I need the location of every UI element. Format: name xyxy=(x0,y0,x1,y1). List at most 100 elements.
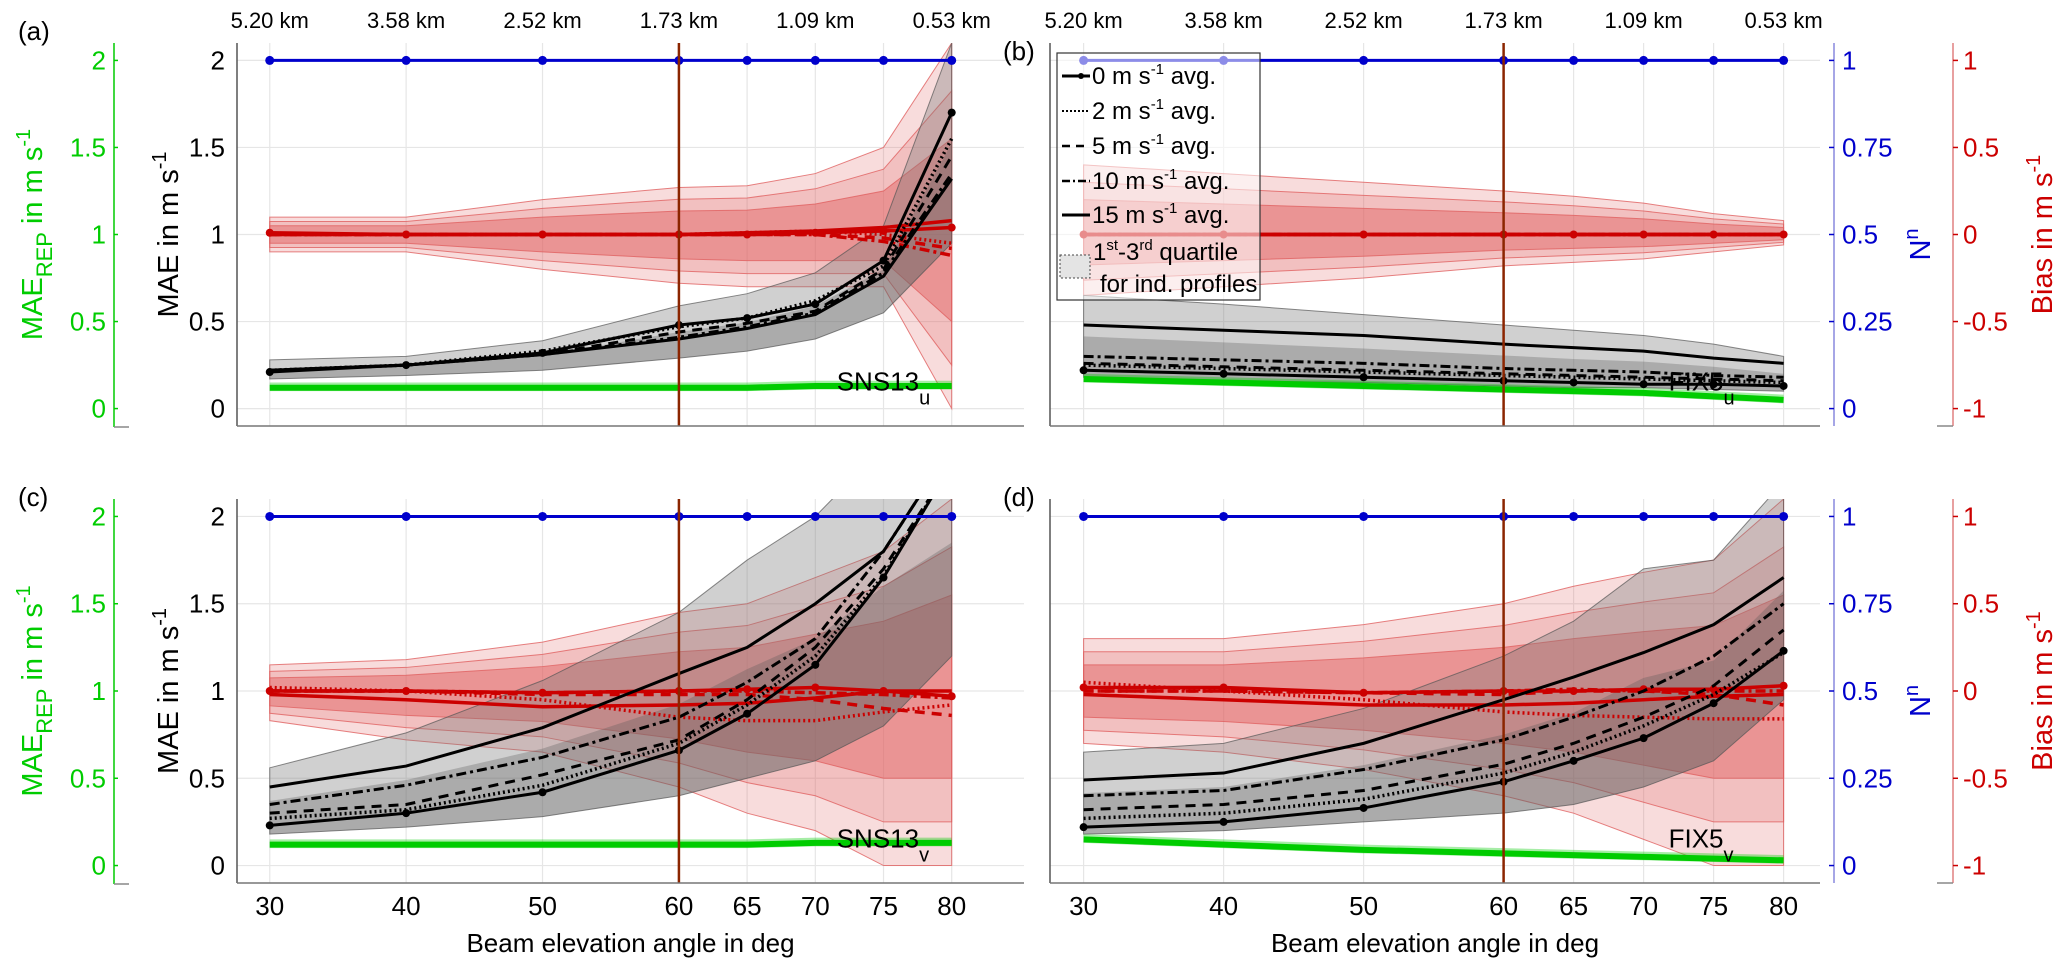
bias-marker xyxy=(402,687,411,695)
y-tick-label: 1.5 xyxy=(189,589,225,619)
y-tick-label: 0 xyxy=(211,851,225,881)
x-tick-label: 60 xyxy=(1489,891,1518,921)
rep-axis-title: MAEREP in m s-1 xyxy=(13,585,57,796)
top-tick-label: 1.73 km xyxy=(1464,8,1542,33)
bias-line xyxy=(269,689,952,709)
x-tick-label: 70 xyxy=(801,891,830,921)
bias-marker xyxy=(743,230,752,239)
n-tick-label: 0.5 xyxy=(1842,220,1878,250)
mae-marker xyxy=(743,709,752,718)
bias-marker xyxy=(1709,230,1718,239)
n-tick-label: 0.75 xyxy=(1842,132,1893,162)
x-tick-label: 40 xyxy=(1209,891,1238,921)
n-tick-label: 0 xyxy=(1842,394,1856,424)
legend-item-quartile: 1st-3rd quartile for ind. profiles xyxy=(1059,237,1257,298)
n-tick-label: 0 xyxy=(1842,851,1856,881)
bias-quartile-band xyxy=(269,43,953,411)
bias-quartile-band xyxy=(269,594,953,779)
y-tick-label: 1 xyxy=(211,220,225,250)
n-tick-label: 1 xyxy=(1842,45,1856,75)
x-tick-label: 50 xyxy=(528,891,557,921)
bias-marker xyxy=(1569,230,1578,239)
legend-item-2: 5 m s-1 avg. xyxy=(1062,131,1216,160)
bias-quartile-band xyxy=(269,137,953,323)
legend-label: 0 m s-1 avg. xyxy=(1092,61,1216,90)
x-tick-label: 30 xyxy=(255,891,284,921)
legend-item-0: 0 m s-1 avg. xyxy=(1062,61,1216,90)
bias-marker xyxy=(811,228,820,237)
legend-item-3: 10 m s-1 avg. xyxy=(1062,166,1229,195)
x-tick-label: 30 xyxy=(1069,891,1098,921)
n-marker xyxy=(1359,55,1369,65)
n-marker xyxy=(538,511,548,521)
rep-axis-title: MAEREP in m s-1 xyxy=(13,129,57,340)
rep-line xyxy=(269,382,952,391)
legend-quartile-label-2: for ind. profiles xyxy=(1100,271,1257,298)
bias-marker xyxy=(947,223,956,232)
mae-quartile-band-inner xyxy=(1083,590,1784,835)
mae-marker xyxy=(947,108,956,117)
plot-area xyxy=(265,43,956,411)
x-tick-label: 70 xyxy=(1629,891,1658,921)
n-marker xyxy=(1639,511,1649,521)
bias-tick-label: -1 xyxy=(1963,851,1986,881)
rep-line xyxy=(1083,375,1784,403)
mae-quartile-band xyxy=(269,43,953,380)
bias-tick-label: -0.5 xyxy=(1963,763,2008,793)
bias-marker xyxy=(1709,685,1718,694)
mae-marker xyxy=(1709,699,1718,708)
bias-axis-title: Bias in m s-1 xyxy=(2023,155,2059,315)
rep-tick-label: 0.5 xyxy=(70,763,106,793)
top-tick-label: 0.53 km xyxy=(913,8,991,33)
bias-marker xyxy=(1779,230,1788,239)
n-marker xyxy=(265,511,275,521)
bias-marker xyxy=(879,687,888,695)
bias-quartile-band xyxy=(269,546,953,823)
legend-item-1: 2 m s-1 avg. xyxy=(1062,96,1216,125)
bias-marker xyxy=(1359,688,1368,697)
mae-marker xyxy=(1079,366,1088,375)
n-marker xyxy=(401,511,411,521)
legend: 0 m s-1 avg. 2 m s-1 avg. 5 m s-1 avg. 1… xyxy=(1056,52,1261,301)
x-tick-label: 50 xyxy=(1349,891,1378,921)
top-tick-label: 2.52 km xyxy=(1324,8,1402,33)
mae-marker xyxy=(402,809,411,818)
station-label: FIX5v xyxy=(1669,824,1734,867)
mae-marker xyxy=(1779,381,1788,390)
mae-line xyxy=(269,499,933,827)
n-marker xyxy=(1569,55,1579,65)
plot-area xyxy=(1079,499,1788,867)
y-tick-label: 2 xyxy=(211,501,225,531)
bias-marker xyxy=(879,227,888,236)
n-marker xyxy=(947,55,957,65)
legend-label: 2 m s-1 avg. xyxy=(1092,96,1216,125)
top-tick-label: 1.09 km xyxy=(1604,8,1682,33)
top-tick-label: 2.52 km xyxy=(503,8,581,33)
n-axis-title: Nn xyxy=(1901,228,1937,260)
mae-marker xyxy=(265,821,274,830)
n-marker xyxy=(1639,55,1649,65)
mae-quartile-band xyxy=(269,499,953,835)
legend-item-4: 15 m s-1 avg. xyxy=(1062,200,1229,229)
rep-line xyxy=(269,839,952,848)
mae-marker xyxy=(1779,646,1788,655)
n-marker xyxy=(1359,511,1369,521)
x-axis-title: Beam elevation angle in deg xyxy=(1271,928,1599,958)
mae-line xyxy=(1083,368,1784,388)
x-tick-label: 75 xyxy=(869,891,898,921)
mae-line xyxy=(269,499,920,806)
top-tick-label: 5.20 km xyxy=(231,8,309,33)
mae-marker xyxy=(1709,380,1718,389)
n-marker xyxy=(1709,55,1719,65)
rep-tick-label: 1.5 xyxy=(70,132,106,162)
bias-line xyxy=(1083,680,1784,721)
top-tick-label: 3.58 km xyxy=(1184,8,1262,33)
legend-label: 15 m s-1 avg. xyxy=(1092,200,1229,229)
rep-tick-label: 0 xyxy=(92,851,106,881)
rep-line xyxy=(1083,836,1784,864)
bias-marker xyxy=(1079,683,1088,692)
x-tick-label: 75 xyxy=(1699,891,1728,921)
mae-line xyxy=(1083,363,1784,385)
n-marker xyxy=(810,55,820,65)
x-tick-label: 65 xyxy=(1559,891,1588,921)
